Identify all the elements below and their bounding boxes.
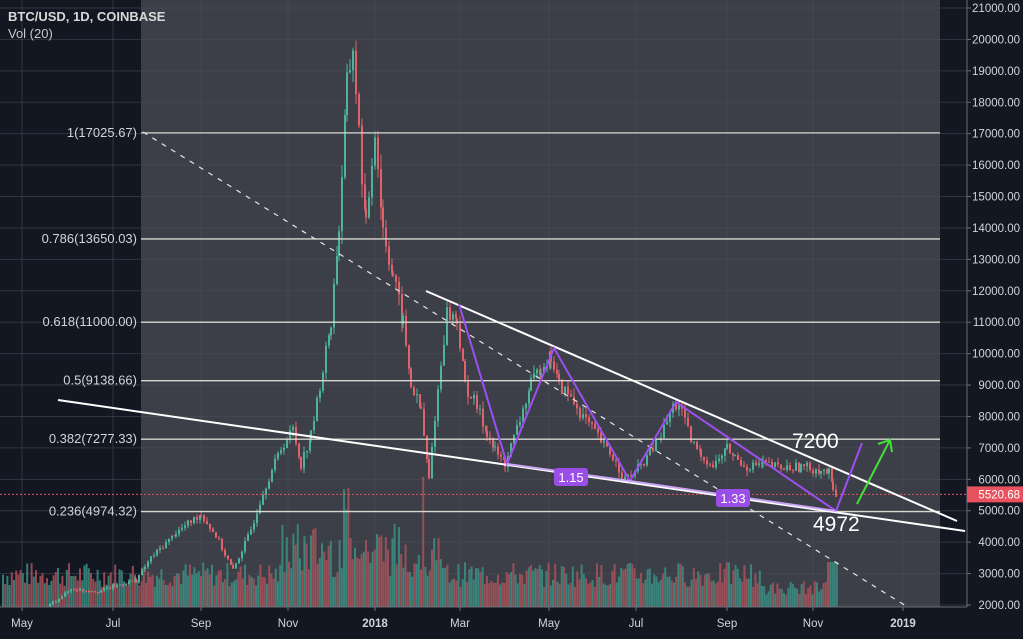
price-tick-label: 6000.00 <box>978 474 1020 486</box>
current-price-tag: 5520.68 <box>967 486 1023 503</box>
price-tick-label: 8000.00 <box>978 411 1020 423</box>
time-axis[interactable]: May Jul Sep Nov 2018 Mar May Jul Sep Nov 2019 <box>11 607 916 630</box>
volume-bars <box>2 477 838 607</box>
svg-text:1.15: 1.15 <box>558 470 583 485</box>
price-tick-label: 14000.00 <box>972 223 1020 235</box>
price-tick-label: 11000.00 <box>973 317 1020 329</box>
price-tick-label: 18000.00 <box>972 97 1020 109</box>
price-tick-label: 20000.00 <box>972 34 1020 46</box>
price-tick-label: 13000.00 <box>972 254 1020 266</box>
time-axis-panel[interactable] <box>0 607 967 634</box>
price-tick-label: 2000.00 <box>978 600 1020 612</box>
price-tick-label: 10000.00 <box>972 349 1020 361</box>
projection-leg[interactable] <box>835 442 863 512</box>
elliott-pattern[interactable]: 1.15 1.33 <box>458 303 863 512</box>
time-tick-label: 2018 <box>362 618 388 630</box>
fib-level-label: 0.236(4974.32) <box>49 504 137 519</box>
fib-trend-dashed-line[interactable] <box>142 131 907 607</box>
svg-text:1.33: 1.33 <box>720 491 745 506</box>
pattern-base-line[interactable] <box>506 463 837 512</box>
price-tick-label: 21000.00 <box>972 3 1020 15</box>
ratio-badge-1-33[interactable]: 1.33 <box>716 489 750 507</box>
price-tick-label: 15000.00 <box>972 192 1020 204</box>
ratio-badge-1-15[interactable]: 1.15 <box>554 468 588 486</box>
time-tick-label: May <box>11 618 33 630</box>
time-tick-label: Mar <box>450 618 470 630</box>
target-low-label: 4972 <box>813 513 860 536</box>
fib-level-label: 1(17025.67) <box>67 125 137 140</box>
target-high-label: 7200 <box>792 430 839 453</box>
price-axis-panel[interactable] <box>967 0 1023 634</box>
time-tick-label: Nov <box>278 618 299 630</box>
time-tick-label: 2019 <box>890 618 916 630</box>
fib-level-label: 0.5(9138.66) <box>63 373 137 388</box>
fibonacci-levels[interactable]: 1(17025.67) 0.786(13650.03) 0.618(11000.00… <box>42 125 940 519</box>
price-tick-label: 3000.00 <box>978 569 1020 581</box>
price-tick-label: 19000.00 <box>972 66 1020 78</box>
time-tick-label: Jul <box>106 618 121 630</box>
price-tick-label: 12000.00 <box>972 286 1020 298</box>
target-arrow-icon <box>856 438 893 505</box>
price-tick-label: 16000.00 <box>972 160 1020 172</box>
pattern-zigzag[interactable] <box>458 303 837 512</box>
time-tick-label: Sep <box>191 618 211 630</box>
time-tick-label: Nov <box>803 618 824 630</box>
fib-level-label: 0.786(13650.03) <box>42 231 137 246</box>
price-tick-label: 17000.00 <box>972 129 1020 141</box>
price-tick-label: 4000.00 <box>978 537 1020 549</box>
fib-level-label: 0.382(7277.33) <box>49 431 137 446</box>
svg-text:5520.68: 5520.68 <box>978 489 1020 501</box>
price-tick-label: 7000.00 <box>978 443 1020 455</box>
time-tick-label: Sep <box>717 618 737 630</box>
time-tick-label: May <box>538 618 560 630</box>
price-axis[interactable]: 21000.00 20000.00 19000.00 18000.00 17000.00… <box>967 3 1023 612</box>
time-tick-label: Jul <box>629 618 644 630</box>
fib-level-label: 0.618(11000.00) <box>43 314 137 329</box>
price-tick-label: 5000.00 <box>978 506 1020 518</box>
price-tick-label: 9000.00 <box>978 380 1020 392</box>
